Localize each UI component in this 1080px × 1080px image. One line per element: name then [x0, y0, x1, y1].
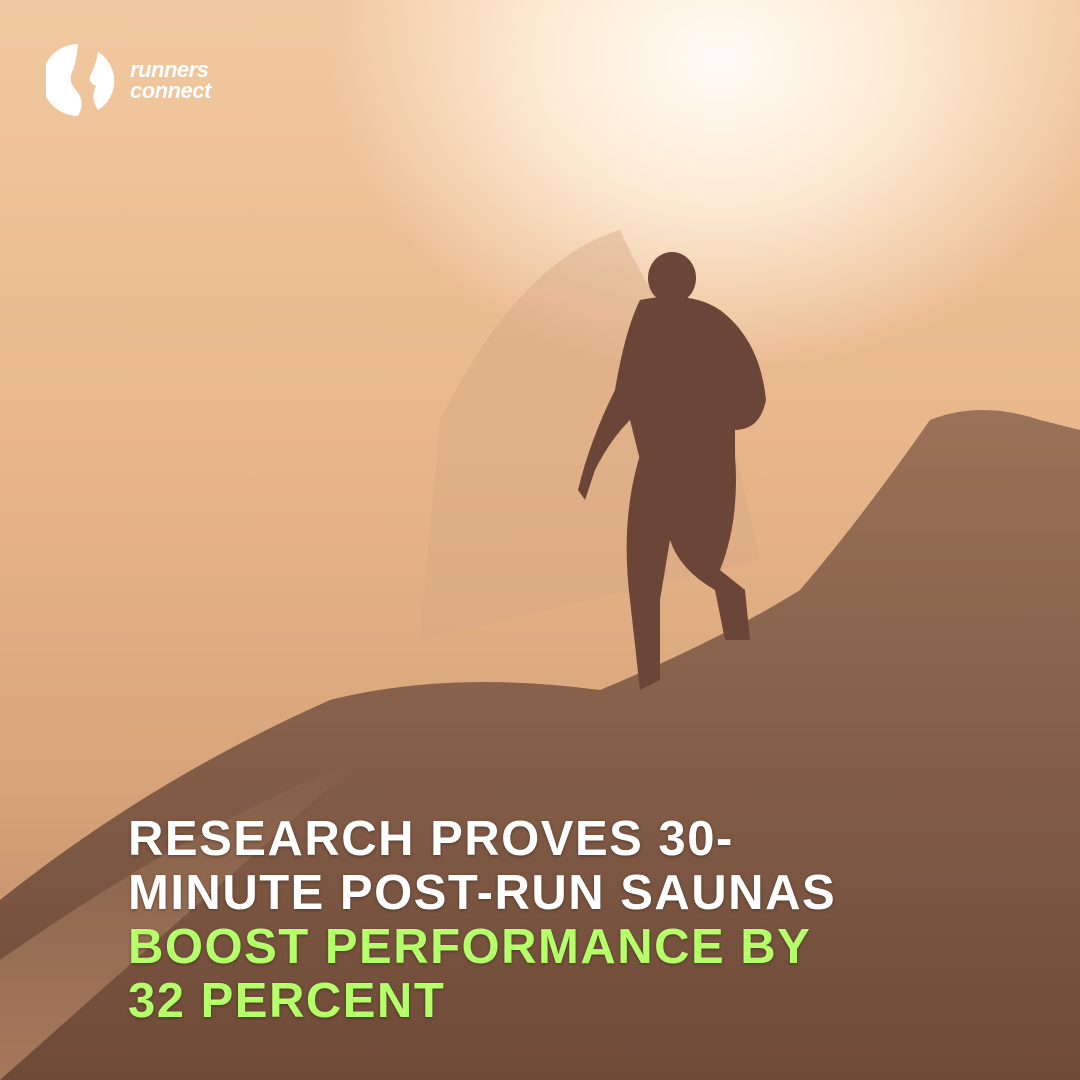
headline-line-4: 32 PERCENT: [128, 974, 446, 1028]
brand-logo: runners connect: [46, 42, 211, 118]
runner-silhouette: [578, 252, 766, 690]
headline-line-2: MINUTE POST-RUN SAUNAS: [128, 866, 837, 920]
headline: RESEARCH PROVES 30- MINUTE POST-RUN SAUN…: [128, 812, 1028, 1028]
runners-connect-logo-icon: [46, 44, 115, 116]
brand-name-line1: runners: [130, 57, 209, 82]
hillside: [0, 410, 1080, 1080]
headline-line-3: BOOST PERFORMANCE BY: [128, 920, 812, 974]
brand-name-line2: connect: [130, 78, 211, 103]
headline-line-1: RESEARCH PROVES 30-: [128, 812, 734, 866]
